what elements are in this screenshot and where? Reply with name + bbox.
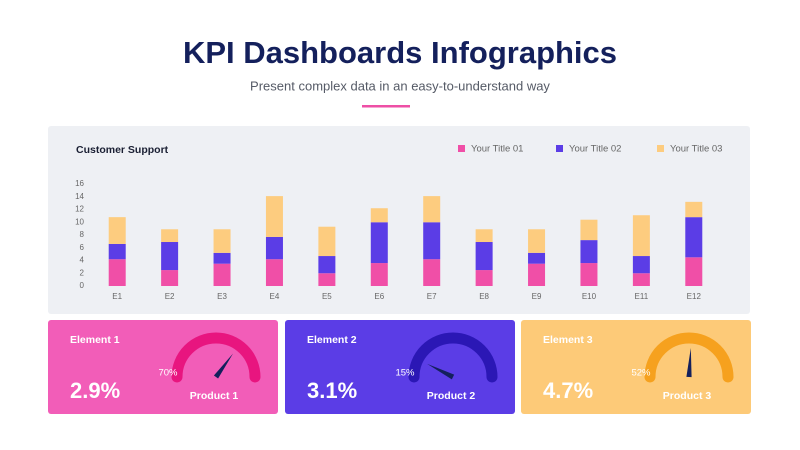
gauge-needle xyxy=(213,353,234,379)
bar-segment xyxy=(265,196,283,237)
bar-segment xyxy=(108,259,126,286)
x-tick-label: E10 xyxy=(582,292,597,301)
gauge-label: 15% xyxy=(395,368,415,379)
kpi-value: 2.9% xyxy=(70,378,120,403)
kpi-value: 3.1% xyxy=(307,378,357,403)
chart-title: Customer Support xyxy=(76,144,169,156)
bar-segment xyxy=(423,196,441,223)
subtitle: Present complex data in an easy-to-under… xyxy=(250,78,550,93)
gauge-arc xyxy=(644,332,734,383)
bar-segment xyxy=(265,259,283,286)
y-tick-label: 12 xyxy=(75,205,84,214)
bar-segment xyxy=(213,263,231,286)
bar-segment xyxy=(475,242,493,271)
y-tick-label: 2 xyxy=(80,268,85,277)
bar-segment xyxy=(213,252,231,264)
gauge-needle xyxy=(427,363,455,380)
y-tick-label: 14 xyxy=(75,192,84,201)
title: KPI Dashboards Infographics xyxy=(183,35,617,70)
bar-segment xyxy=(423,259,441,286)
bar-segment xyxy=(685,217,703,258)
legend-label: Your Title 01 xyxy=(471,144,523,155)
x-tick-label: E5 xyxy=(322,292,332,301)
bar-segment xyxy=(318,273,336,286)
card-title: Element 1 xyxy=(70,334,120,346)
gauge-label: 70% xyxy=(158,368,178,379)
x-tick-label: E11 xyxy=(635,292,649,301)
bar-segment xyxy=(580,219,598,241)
bar-segment xyxy=(685,201,703,218)
bar-segment xyxy=(423,222,441,260)
bar-segment xyxy=(318,256,336,274)
bar-segment xyxy=(528,252,546,264)
bar-segment xyxy=(161,270,179,286)
gauge-label: 52% xyxy=(631,368,651,379)
bar-segment xyxy=(108,243,126,260)
x-tick-label: E9 xyxy=(532,292,542,301)
bar-segment xyxy=(632,256,650,274)
y-tick-label: 10 xyxy=(75,217,84,226)
gauge-arc xyxy=(171,332,261,383)
x-tick-label: E8 xyxy=(479,292,489,301)
x-tick-label: E6 xyxy=(374,292,384,301)
y-tick-label: 6 xyxy=(80,243,85,252)
gauge-needle xyxy=(686,348,692,378)
x-tick-label: E2 xyxy=(165,292,175,301)
x-tick-label: E7 xyxy=(427,292,437,301)
product-label: Product 1 xyxy=(190,390,239,402)
y-tick-label: 16 xyxy=(75,179,84,188)
bar-segment xyxy=(580,240,598,264)
x-tick-label: E4 xyxy=(270,292,280,301)
bar-segment xyxy=(213,229,231,253)
bar-segment xyxy=(370,263,388,286)
gauge-arc xyxy=(408,332,498,383)
product-label: Product 3 xyxy=(663,390,712,402)
bar-segment xyxy=(580,263,598,286)
y-tick-label: 4 xyxy=(80,256,85,265)
legend-swatch xyxy=(458,145,465,152)
bar-segment xyxy=(528,229,546,253)
bar-segment xyxy=(161,242,179,271)
legend-label: Your Title 03 xyxy=(670,144,722,155)
card-title: Element 2 xyxy=(307,334,357,346)
y-tick-label: 0 xyxy=(80,281,85,290)
legend-label: Your Title 02 xyxy=(569,144,621,155)
bar-segment xyxy=(318,226,336,257)
bar-segment xyxy=(475,229,493,243)
bar-segment xyxy=(370,208,388,223)
product-label: Product 2 xyxy=(427,390,476,402)
y-tick-label: 8 xyxy=(80,230,85,239)
bar-segment xyxy=(475,270,493,286)
bar-segment xyxy=(528,263,546,286)
legend-swatch xyxy=(556,145,563,152)
bar-segment xyxy=(161,229,179,243)
x-tick-label: E3 xyxy=(217,292,227,301)
bar-segment xyxy=(108,217,126,244)
x-tick-label: E12 xyxy=(687,292,702,301)
bar-segment xyxy=(632,273,650,286)
bar-segment xyxy=(685,257,703,286)
bar-segment xyxy=(632,215,650,257)
title-underline xyxy=(362,105,410,108)
x-tick-label: E1 xyxy=(112,292,122,301)
kpi-value: 4.7% xyxy=(543,378,593,403)
bar-segment xyxy=(265,236,283,260)
card-title: Element 3 xyxy=(543,334,593,346)
bar-segment xyxy=(370,222,388,264)
legend-swatch xyxy=(657,145,664,152)
